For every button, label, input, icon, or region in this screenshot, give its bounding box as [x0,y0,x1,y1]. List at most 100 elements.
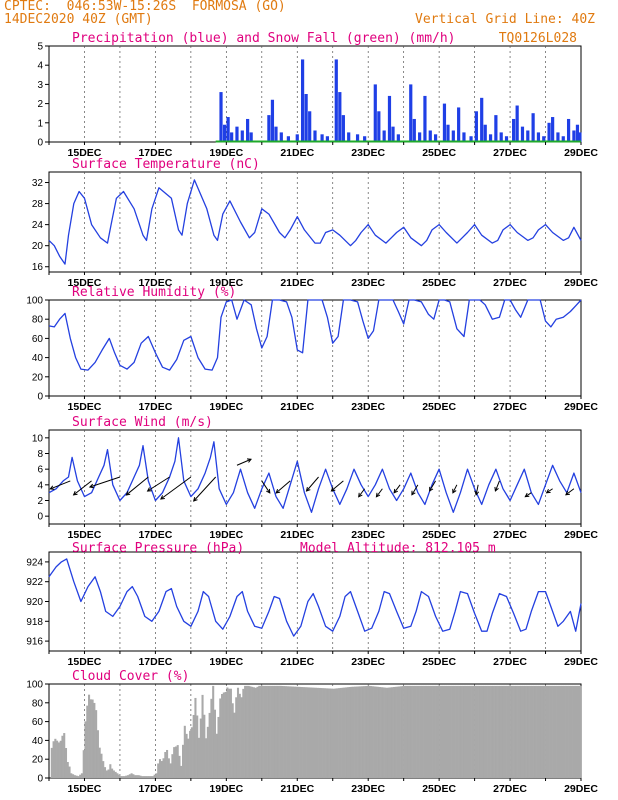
cloud-cover-bar [196,715,199,778]
cloud-cover-bar [323,688,326,778]
wind-arrow-head [49,485,55,490]
cloud-cover-bar [550,685,553,778]
wind-arrow [125,476,149,496]
cloud-cover-bar [265,685,268,778]
y-tick-label: 40 [32,353,44,364]
cloud-cover-bar [267,685,270,778]
cloud-cover-bar [228,688,231,778]
cloud-cover-bar [375,686,378,778]
cloud-cover-bar [242,688,245,778]
y-tick-label: 918 [26,617,43,628]
wind-arrow [393,484,401,494]
cloud-cover-bar [93,702,96,778]
precip-bar [515,105,519,142]
cloud-cover-bar [153,774,156,778]
cloud-cover-bar [573,685,576,778]
wind-arrow [411,484,419,496]
cloud-cover-bar [180,765,183,778]
panel-4: 0 2 4 6 8 10 15DEC 17DEC 19DEC 21DEC 23DEC 25DEC 27D… [32,415,598,541]
cloud-cover-bar [50,747,53,778]
cloud-cover-bar [57,742,60,778]
y-tick-label: 20 [32,755,44,766]
x-tick-label: 19DEC [209,783,243,795]
cloud-cover-bar [135,775,138,778]
wind-arrow [452,484,458,494]
precip-bar [469,136,473,142]
cloud-cover-bar [72,774,75,778]
cloud-cover-bar [426,685,429,778]
cloud-cover-bar [515,685,518,778]
cloud-cover-bar [540,685,543,778]
cloud-cover-bar [222,692,225,778]
cloud-cover-bar [398,686,401,778]
cloud-cover-bar [410,685,413,778]
precip-bar [488,134,493,142]
y-tick-label: 3 [37,80,43,91]
y-tick-label: 2 [37,496,43,507]
cloud-cover-bar [348,687,351,778]
cloud-cover-bar [137,775,140,778]
wind-arrow [494,480,500,492]
precip-bar [474,111,478,142]
cloud-cover-bar [139,775,142,778]
x-tick-label: 17DEC [138,401,172,413]
cloud-cover-bar [79,774,82,778]
cloud-cover-bar [522,685,525,778]
cloud-cover-bar [134,775,137,778]
cloud-cover-bar [247,685,250,778]
cloud-cover-bar [160,761,163,778]
precip-bar [512,118,516,142]
x-tick-label: 25DEC [422,529,456,541]
wind-arrow-head [72,491,78,496]
x-tick-label: 15DEC [68,277,102,289]
cloud-cover-bar [341,687,344,778]
series-line [48,558,582,637]
wind-arrow [331,480,344,492]
x-tick-label: 21DEC [280,656,314,668]
cloud-cover-bar [252,687,256,778]
y-tick-label: 80 [32,698,44,709]
cloud-cover-bar [238,693,241,778]
x-tick-label: 19DEC [209,529,243,541]
cloud-cover-bar [132,774,135,778]
cloud-cover-bar [456,685,459,778]
panel-frame [48,45,582,143]
cloud-cover-bar [467,685,470,778]
panel-title: Surface Temperature (nC) [72,157,260,172]
precip-bar [377,111,381,142]
panel-2: 16 20 24 28 32 15DEC 17DEC 19DEC 21DEC 23DEC 25DEC… [32,157,598,289]
cloud-cover-bar [400,686,403,778]
x-tick-label: 19DEC [209,401,243,413]
cloud-cover-bar [508,685,511,778]
header-code: TQ0126L028 [499,31,577,46]
cloud-cover-bar [534,685,537,778]
cloud-cover-bar [201,694,204,778]
cloud-cover-bar [476,685,479,778]
precip-bar [457,107,461,142]
cloud-cover-bar [192,714,195,778]
cloud-cover-bar [506,685,509,778]
cloud-cover-bar [212,685,215,778]
cloud-cover-bar [556,685,559,778]
cloud-cover-bar [254,687,257,778]
cloud-cover-bar [458,685,461,778]
x-tick-label: 21DEC [280,277,314,289]
cloud-cover-bar [579,685,582,778]
cloud-cover-bar [185,733,188,778]
cloud-cover-bar [302,687,305,778]
cloud-cover-bar [260,685,263,778]
y-tick-label: 920 [26,597,43,608]
x-tick-label: 21DEC [280,783,314,795]
cloud-cover-bar [73,775,76,778]
cloud-cover-bar [453,685,456,778]
cloud-cover-bar [77,776,80,778]
y-tick-label: 4 [37,61,43,72]
cloud-cover-bar [240,697,243,778]
y-tick-label: 20 [32,241,44,252]
cloud-cover-bar [336,688,339,778]
cloud-cover-bar [316,687,319,778]
cloud-cover-bar [478,685,481,778]
y-tick-label: 922 [26,577,43,588]
cloud-cover-bar [318,687,321,778]
cloud-cover-bar [377,686,380,778]
